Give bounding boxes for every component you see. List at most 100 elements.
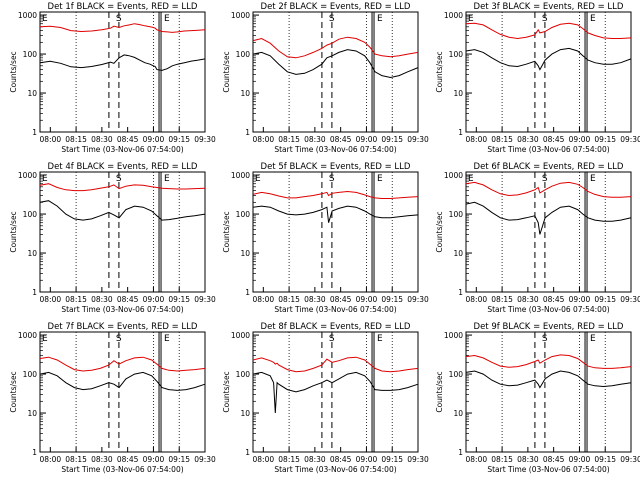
y-tick-label: 10 [453, 249, 463, 258]
y-tick-label: 1000 [18, 331, 37, 340]
y-tick-label: 10 [27, 249, 37, 258]
marker-label: S [116, 174, 122, 184]
y-axis-label: Counts/sec [435, 211, 444, 252]
events-series-line [252, 205, 419, 223]
lld-series-line [252, 356, 419, 373]
marker-label: E [590, 174, 596, 184]
x-tick-label: 08:30 [517, 135, 539, 144]
y-axis-label: Counts/sec [222, 51, 231, 92]
x-tick-label: 09:15 [168, 295, 190, 304]
lld-series-line [465, 22, 632, 40]
x-tick-label: 09:00 [356, 295, 378, 304]
x-tick-label: 08:45 [117, 135, 139, 144]
x-tick-label: 09:15 [168, 135, 190, 144]
lld-series-line [465, 354, 632, 369]
x-axis-label: Start Time (03-Nov-06 07:54:00) [487, 145, 609, 154]
marker-label: E [164, 334, 170, 344]
y-tick-label: 1 [458, 128, 463, 137]
x-axis-label: Start Time (03-Nov-06 07:54:00) [61, 465, 183, 474]
y-axis-label: Counts/sec [9, 211, 18, 252]
x-tick-label: 09:15 [594, 295, 616, 304]
x-tick-label: 08:15 [278, 455, 300, 464]
y-tick-label: 1 [245, 288, 250, 297]
plot-frame [465, 171, 632, 293]
y-tick-label: 1 [32, 288, 37, 297]
x-tick-label: 09:30 [620, 295, 640, 304]
y-tick-label: 10 [240, 249, 250, 258]
y-axis-label: Counts/sec [222, 371, 231, 412]
marker-label: E [42, 174, 48, 184]
x-tick-label: 08:15 [65, 135, 87, 144]
y-tick-label: 100 [23, 210, 38, 219]
marker-label: E [468, 14, 474, 24]
y-tick-label: 1 [245, 128, 250, 137]
x-tick-label: 08:15 [278, 295, 300, 304]
x-tick-label: 08:30 [517, 295, 539, 304]
x-tick-label: 09:30 [620, 455, 640, 464]
x-tick-label: 08:45 [543, 295, 565, 304]
panel-title: Det 7f BLACK = Events, RED = LLD [48, 322, 198, 332]
events-series-line [252, 49, 419, 79]
y-tick-label: 100 [449, 50, 464, 59]
y-tick-label: 10 [240, 89, 250, 98]
marker-label: S [329, 334, 335, 344]
marker-label: S [542, 14, 548, 24]
panel-title: Det 5f BLACK = Events, RED = LLD [261, 162, 411, 172]
y-tick-label: 10 [453, 89, 463, 98]
events-series-line [465, 370, 632, 389]
plot-frame [252, 11, 419, 133]
y-axis-label: Counts/sec [435, 371, 444, 412]
x-tick-label: 08:00 [253, 455, 275, 464]
y-tick-label: 1000 [231, 331, 250, 340]
marker-label: E [377, 174, 383, 184]
x-tick-label: 08:45 [543, 455, 565, 464]
x-tick-label: 08:00 [466, 455, 488, 464]
x-axis-label: Start Time (03-Nov-06 07:54:00) [274, 305, 396, 314]
x-axis-label: Start Time (03-Nov-06 07:54:00) [274, 465, 396, 474]
x-tick-label: 09:30 [194, 455, 216, 464]
panel-title: Det 9f BLACK = Events, RED = LLD [474, 322, 624, 332]
x-tick-label: 09:30 [620, 135, 640, 144]
y-tick-label: 1000 [444, 331, 463, 340]
plot-frame [39, 11, 206, 133]
events-series-line [39, 200, 206, 221]
x-tick-label: 08:30 [304, 295, 326, 304]
x-tick-label: 08:15 [491, 135, 513, 144]
x-tick-label: 09:30 [407, 135, 429, 144]
x-tick-label: 08:15 [491, 455, 513, 464]
x-tick-label: 08:45 [330, 455, 352, 464]
x-tick-label: 09:00 [143, 295, 165, 304]
marker-label: E [164, 14, 170, 24]
lld-series-line [39, 23, 206, 33]
y-tick-label: 100 [449, 370, 464, 379]
y-tick-label: 10 [27, 409, 37, 418]
y-tick-label: 1000 [231, 11, 250, 20]
x-tick-label: 09:00 [569, 295, 591, 304]
x-tick-label: 09:00 [143, 455, 165, 464]
x-tick-label: 08:45 [330, 135, 352, 144]
plot-frame [252, 171, 419, 293]
marker-label: E [164, 174, 170, 184]
x-tick-label: 08:45 [117, 295, 139, 304]
x-tick-label: 09:30 [407, 455, 429, 464]
x-tick-label: 08:15 [65, 455, 87, 464]
y-tick-label: 10 [453, 409, 463, 418]
x-tick-label: 09:30 [407, 295, 429, 304]
x-tick-label: 08:30 [91, 455, 113, 464]
y-axis-label: Counts/sec [9, 51, 18, 92]
panel-title: Det 8f BLACK = Events, RED = LLD [261, 322, 411, 332]
lld-series-line [252, 190, 419, 199]
x-tick-label: 09:30 [194, 295, 216, 304]
x-tick-label: 08:15 [278, 135, 300, 144]
lld-series-line [39, 356, 206, 372]
x-tick-label: 09:15 [381, 295, 403, 304]
plot-frame [465, 11, 632, 133]
y-tick-label: 1000 [444, 171, 463, 180]
x-axis-label: Start Time (03-Nov-06 07:54:00) [61, 145, 183, 154]
x-tick-label: 08:00 [466, 135, 488, 144]
x-tick-label: 09:30 [194, 135, 216, 144]
x-axis-label: Start Time (03-Nov-06 07:54:00) [487, 305, 609, 314]
y-tick-label: 1 [458, 288, 463, 297]
marker-label: E [468, 174, 474, 184]
x-tick-label: 09:15 [594, 455, 616, 464]
